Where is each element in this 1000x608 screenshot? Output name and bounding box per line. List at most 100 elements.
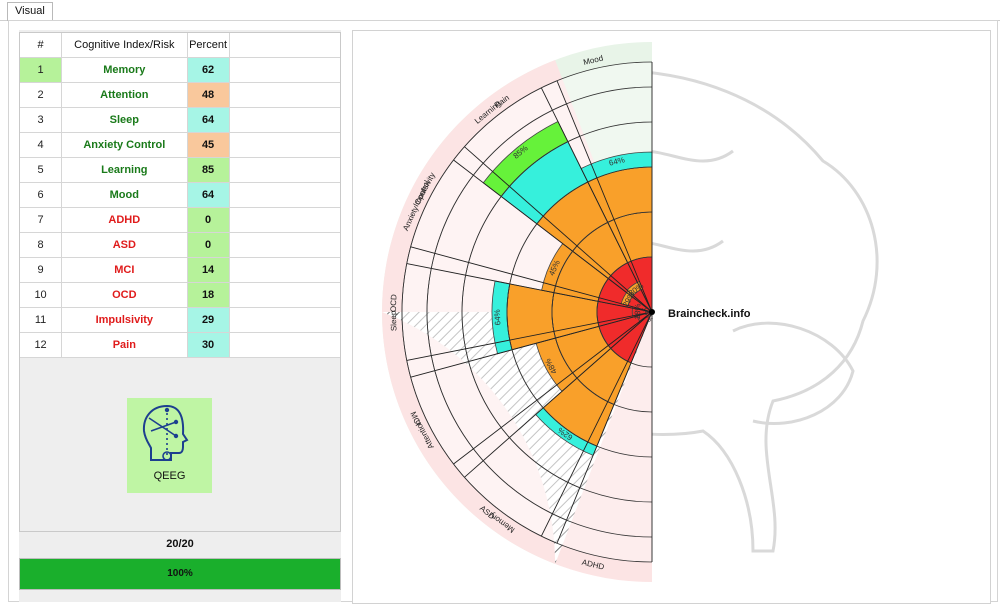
row-number: 11 — [18, 307, 63, 333]
table-body: 1 Memory 62 2 Attention 48 3 Sleep 64 4 Anxiety Co… — [18, 57, 342, 358]
qeeg-label: QEEG — [153, 470, 186, 482]
column-header-index[interactable]: Cognitive Index/Risk — [61, 32, 188, 58]
row-index-name: OCD — [61, 282, 188, 308]
table-row[interactable]: 1 Memory 62 — [18, 57, 342, 83]
table-row[interactable]: 6 Mood 64 — [18, 182, 342, 208]
value-label: 18% — [633, 303, 643, 319]
row-percent: 62 — [186, 57, 230, 83]
row-spacer — [228, 157, 342, 183]
chart-center-label: Braincheck.info — [668, 308, 751, 320]
row-spacer — [228, 57, 342, 83]
column-header-number[interactable]: # — [18, 32, 63, 58]
table-row[interactable]: 11 Impulsivity 29 — [18, 307, 342, 333]
row-percent: 30 — [186, 332, 230, 358]
row-percent: 18 — [186, 282, 230, 308]
grid-spoke — [556, 311, 653, 544]
visual-panel: # Cognitive Index/Risk Percent 1 Memory 62… — [8, 20, 998, 604]
row-spacer — [228, 182, 342, 208]
row-percent: 29 — [186, 307, 230, 333]
row-spacer — [228, 207, 342, 233]
table-row[interactable]: 2 Attention 48 — [18, 82, 342, 108]
row-spacer — [228, 257, 342, 283]
grid-spoke — [464, 311, 653, 478]
row-number: 8 — [18, 232, 63, 258]
row-percent: 85 — [186, 157, 230, 183]
row-spacer — [228, 332, 342, 358]
grid-spoke — [540, 311, 653, 537]
row-percent: 64 — [186, 182, 230, 208]
grid-spoke — [556, 80, 653, 313]
row-percent: 0 — [186, 232, 230, 258]
polar-chart[interactable]: 62%48%64%45%85%64%14%18%29%30%MemoryAtte… — [353, 31, 990, 603]
polar-chart-panel: 62% 48% 64% 45% 85% 64% 14% 18% 29% 30% Memory Atte… — [352, 30, 991, 604]
progress-bar: 100% — [19, 558, 341, 590]
qeeg-button[interactable]: QEEG — [127, 398, 212, 493]
grid-spoke — [406, 311, 653, 361]
grid-spoke — [410, 246, 653, 313]
category-label: Sleep — [389, 310, 399, 331]
row-index-name: Impulsivity — [61, 307, 188, 333]
column-header-percent[interactable]: Percent — [186, 32, 230, 58]
grid-spoke — [453, 159, 653, 313]
row-spacer — [228, 82, 342, 108]
category-label: OCD — [389, 294, 399, 312]
column-header-spacer — [228, 32, 342, 58]
row-spacer — [228, 232, 342, 258]
table-row[interactable]: 5 Learning 85 — [18, 157, 342, 183]
row-index-name: Mood — [61, 182, 188, 208]
cerebellum-outline-icon — [732, 321, 855, 426]
progress-label: 100% — [167, 568, 193, 579]
grid-spoke — [406, 263, 653, 313]
row-number: 5 — [18, 157, 63, 183]
row-number: 1 — [18, 57, 63, 83]
row-index-name: Sleep — [61, 107, 188, 133]
row-percent: 14 — [186, 257, 230, 283]
table-row[interactable]: 8 ASD 0 — [18, 232, 342, 258]
head-network-icon — [142, 404, 189, 461]
row-number: 9 — [18, 257, 63, 283]
table-row[interactable]: 7 ADHD 0 — [18, 207, 342, 233]
row-index-name: ASD — [61, 232, 188, 258]
row-spacer — [228, 307, 342, 333]
row-index-name: Memory — [61, 57, 188, 83]
row-spacer — [228, 282, 342, 308]
table-row[interactable]: 3 Sleep 64 — [18, 107, 342, 133]
row-number: 6 — [18, 182, 63, 208]
row-spacer — [228, 132, 342, 158]
row-number: 7 — [18, 207, 63, 233]
value-label: 64% — [493, 309, 503, 325]
value-label: 64% — [608, 155, 626, 167]
row-number: 10 — [18, 282, 63, 308]
row-index-name: Pain — [61, 332, 188, 358]
table-header-row: # Cognitive Index/Risk Percent — [18, 32, 342, 58]
row-number: 3 — [18, 107, 63, 133]
progress-fill — [20, 559, 340, 589]
grid-spoke — [540, 87, 653, 313]
row-percent: 64 — [186, 107, 230, 133]
row-number: 12 — [18, 332, 63, 358]
row-number: 4 — [18, 132, 63, 158]
grid-spoke — [410, 311, 653, 378]
completion-count: 20/20 — [166, 538, 194, 550]
grid-spoke — [453, 311, 653, 465]
row-index-name: Learning — [61, 157, 188, 183]
row-index-name: Attention — [61, 82, 188, 108]
tab-visual[interactable]: Visual — [7, 2, 53, 21]
cognitive-index-table: # Cognitive Index/Risk Percent 1 Memory 62… — [18, 32, 342, 358]
grid-spoke — [464, 146, 653, 313]
table-row[interactable]: 9 MCI 14 — [18, 257, 342, 283]
row-number: 2 — [18, 82, 63, 108]
row-percent: 48 — [186, 82, 230, 108]
row-percent: 45 — [186, 132, 230, 158]
row-index-name: ADHD — [61, 207, 188, 233]
row-spacer — [228, 107, 342, 133]
table-row[interactable]: 10 OCD 18 — [18, 282, 342, 308]
center-dot — [649, 309, 655, 315]
row-index-name: Anxiety Control — [61, 132, 188, 158]
category-label: Mood — [582, 54, 604, 67]
row-index-name: MCI — [61, 257, 188, 283]
table-row[interactable]: 12 Pain 30 — [18, 332, 342, 358]
row-percent: 0 — [186, 207, 230, 233]
tab-bar: Visual — [0, 0, 1000, 21]
table-row[interactable]: 4 Anxiety Control 45 — [18, 132, 342, 158]
